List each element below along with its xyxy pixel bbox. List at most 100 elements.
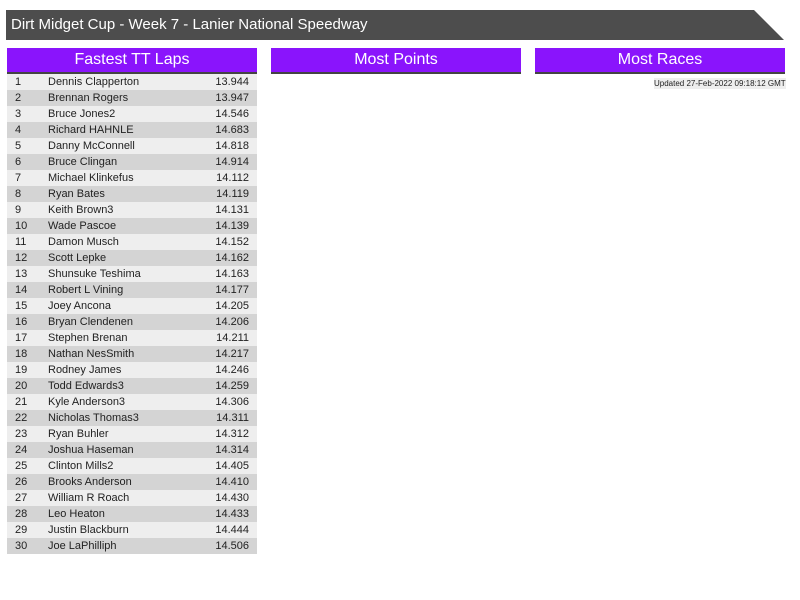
- position: 17: [15, 332, 28, 344]
- table-row: 29 Justin Blackburn 14.444: [7, 522, 257, 538]
- table-row: 28 Leo Heaton 14.433: [7, 506, 257, 522]
- table-row: 13 Shunsuke Teshima 14.163: [7, 266, 257, 282]
- position: 4: [15, 124, 22, 136]
- lap-time: 14.314: [215, 444, 249, 456]
- position: 2: [15, 92, 22, 104]
- driver-name: Michael Klinkefus: [48, 172, 134, 184]
- driver-name: Richard HAHNLE: [48, 124, 134, 136]
- table-row: 24 Joshua Haseman 14.314: [7, 442, 257, 458]
- table-row: 20 Todd Edwards3 14.259: [7, 378, 257, 394]
- table-row: 9 Keith Brown3 14.131: [7, 202, 257, 218]
- position: 11: [15, 236, 27, 248]
- position: 9: [15, 204, 22, 216]
- driver-name: Brennan Rogers: [48, 92, 129, 104]
- lap-time: 14.259: [215, 380, 249, 392]
- driver-name: Todd Edwards3: [48, 380, 124, 392]
- driver-name: Bruce Jones2: [48, 108, 116, 120]
- driver-name: Leo Heaton: [48, 508, 105, 520]
- table-row: 3 Bruce Jones2 14.546: [7, 106, 257, 122]
- table-row: 18 Nathan NesSmith 14.217: [7, 346, 257, 362]
- driver-name: Ryan Bates: [48, 188, 105, 200]
- panel-title: Fastest TT Laps: [7, 48, 257, 74]
- driver-name: Kyle Anderson3: [48, 396, 126, 408]
- driver-name: Robert L Vining: [48, 284, 124, 296]
- panel-title: Most Points: [271, 48, 521, 74]
- driver-name: Justin Blackburn: [48, 524, 129, 536]
- table-row: 27 William R Roach 14.430: [7, 490, 257, 506]
- lap-time: 14.177: [215, 284, 249, 296]
- position: 30: [15, 540, 28, 552]
- driver-name: Joey Ancona: [48, 300, 111, 312]
- lap-time: 14.162: [215, 252, 249, 264]
- lap-time: 14.506: [215, 540, 249, 552]
- driver-name: Bryan Clendenen: [48, 316, 134, 328]
- driver-name: Nathan NesSmith: [48, 348, 135, 360]
- position: 23: [15, 428, 28, 440]
- position: 8: [15, 188, 22, 200]
- lap-time: 14.430: [215, 492, 249, 504]
- fastest-laps-table: 1 Dennis Clapperton 13.944 2 Brennan Rogers 1…: [7, 74, 257, 554]
- lap-time: 14.139: [215, 220, 249, 232]
- table-row: 12 Scott Lepke 14.162: [7, 250, 257, 266]
- lap-time: 14.119: [216, 188, 249, 200]
- position: 13: [15, 268, 28, 280]
- driver-name: Scott Lepke: [48, 252, 107, 264]
- most-points-panel: Most Points: [271, 48, 521, 74]
- position: 25: [15, 460, 28, 472]
- table-row: 1 Dennis Clapperton 13.944: [7, 74, 257, 90]
- position: 18: [15, 348, 28, 360]
- position: 15: [15, 300, 28, 312]
- lap-time: 14.205: [215, 300, 249, 312]
- lap-time: 14.211: [216, 332, 249, 344]
- lap-time: 14.217: [215, 348, 249, 360]
- driver-name: Stephen Brenan: [48, 332, 128, 344]
- position: 29: [15, 524, 28, 536]
- position: 1: [15, 76, 22, 88]
- table-row: 11 Damon Musch 14.152: [7, 234, 257, 250]
- table-row: 4 Richard HAHNLE 14.683: [7, 122, 257, 138]
- table-row: 5 Danny McConnell 14.818: [7, 138, 257, 154]
- table-row: 21 Kyle Anderson3 14.306: [7, 394, 257, 410]
- lap-time: 14.246: [215, 364, 249, 376]
- lap-time: 14.546: [215, 108, 249, 120]
- lap-time: 14.405: [215, 460, 249, 472]
- position: 3: [15, 108, 22, 120]
- driver-name: Shunsuke Teshima: [48, 268, 141, 280]
- table-row: 23 Ryan Buhler 14.312: [7, 426, 257, 442]
- table-row: 8 Ryan Bates 14.119: [7, 186, 257, 202]
- driver-name: Wade Pascoe: [48, 220, 117, 232]
- position: 24: [15, 444, 28, 456]
- table-row: 2 Brennan Rogers 13.947: [7, 90, 257, 106]
- lap-time: 14.112: [216, 172, 249, 184]
- panel-title: Most Races: [535, 48, 785, 74]
- position: 26: [15, 476, 28, 488]
- driver-name: Bruce Clingan: [48, 156, 118, 168]
- fastest-tt-laps-panel: Fastest TT Laps 1 Dennis Clapperton 13.944…: [7, 48, 257, 554]
- table-row: 30 Joe LaPhilliph 14.506: [7, 538, 257, 554]
- lap-time: 14.914: [215, 156, 249, 168]
- lap-time: 14.818: [215, 140, 249, 152]
- table-row: 16 Bryan Clendenen 14.206: [7, 314, 257, 330]
- position: 22: [15, 412, 28, 424]
- lap-time: 13.947: [215, 92, 249, 104]
- table-row: 25 Clinton Mills2 14.405: [7, 458, 257, 474]
- table-row: 22 Nicholas Thomas3 14.311: [7, 410, 257, 426]
- table-row: 15 Joey Ancona 14.205: [7, 298, 257, 314]
- lap-time: 14.433: [215, 508, 249, 520]
- lap-time: 14.444: [215, 524, 249, 536]
- driver-name: Ryan Buhler: [48, 428, 109, 440]
- lap-time: 14.163: [215, 268, 249, 280]
- lap-time: 14.306: [215, 396, 249, 408]
- position: 28: [15, 508, 28, 520]
- lap-time: 14.152: [215, 236, 249, 248]
- table-row: 14 Robert L Vining 14.177: [7, 282, 257, 298]
- driver-name: William R Roach: [48, 492, 130, 504]
- driver-name: Dennis Clapperton: [48, 76, 140, 88]
- position: 14: [15, 284, 28, 296]
- position: 27: [15, 492, 28, 504]
- driver-name: Danny McConnell: [48, 140, 135, 152]
- driver-name: Joshua Haseman: [48, 444, 134, 456]
- table-row: 6 Bruce Clingan 14.914: [7, 154, 257, 170]
- most-races-panel: Most Races: [535, 48, 785, 74]
- driver-name: Clinton Mills2: [48, 460, 114, 472]
